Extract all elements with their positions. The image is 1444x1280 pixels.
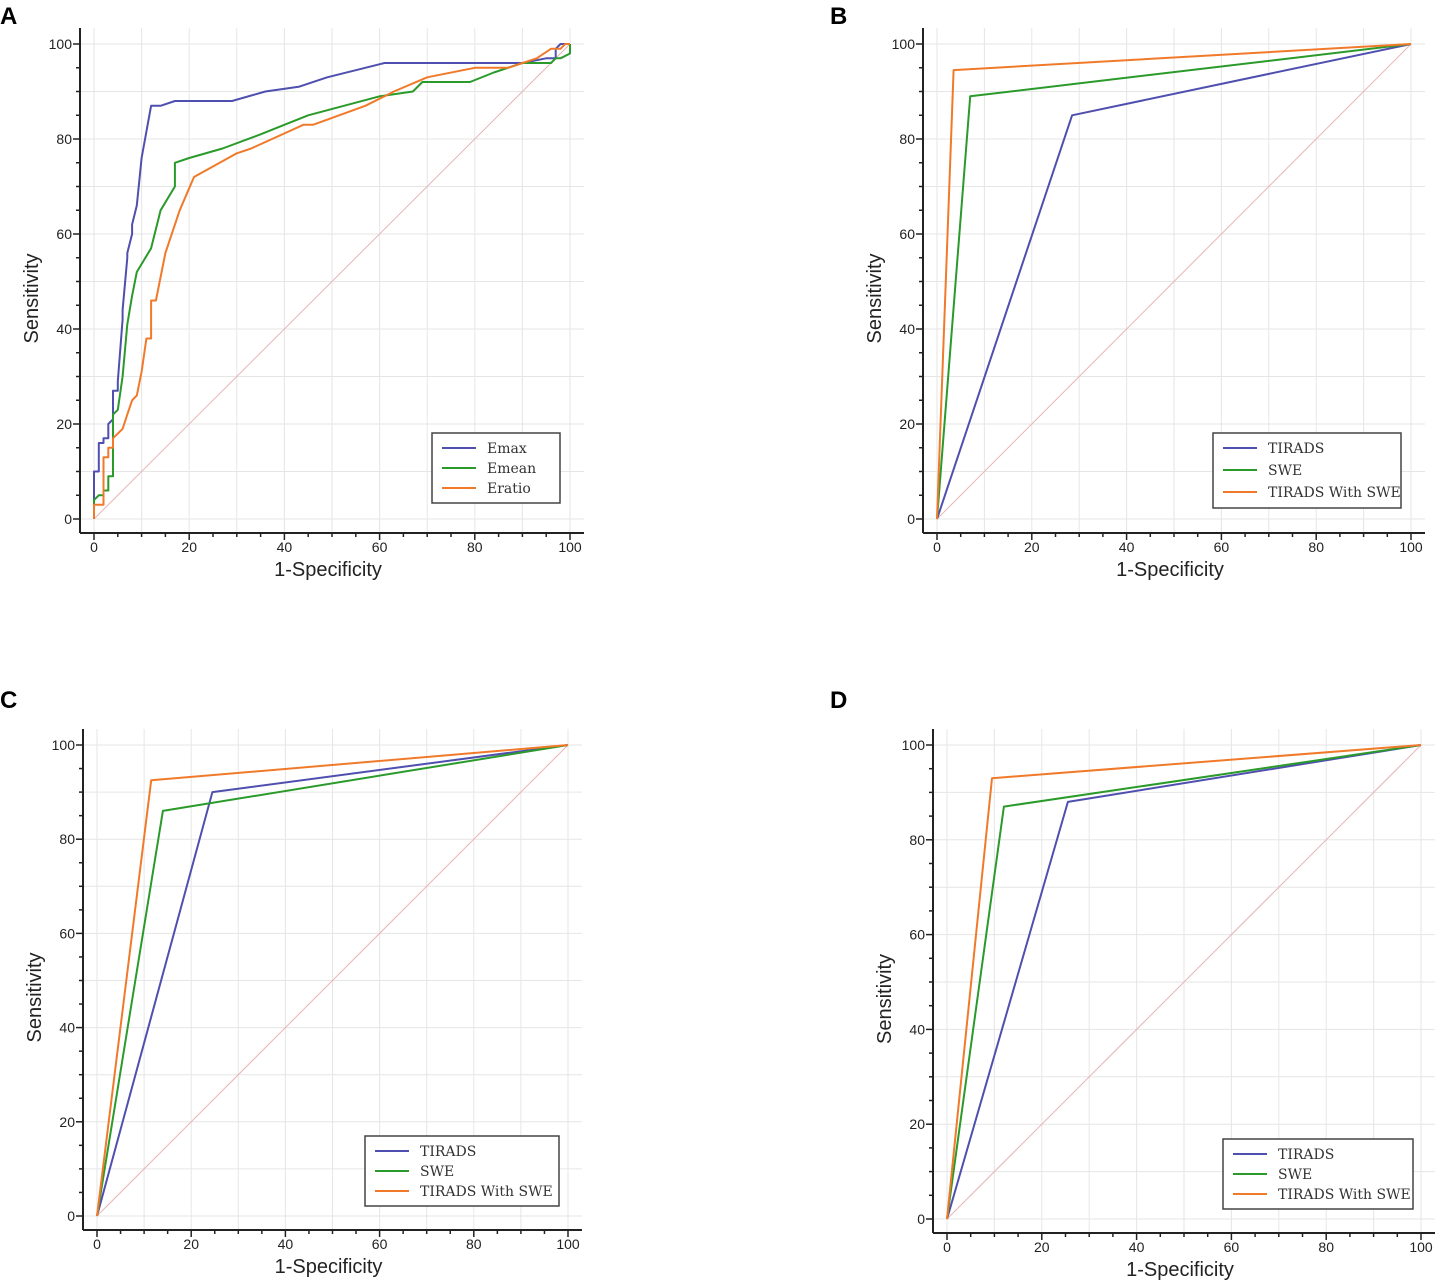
legend-label: Emax — [487, 441, 527, 457]
legend: TIRADS SWE TIRADS With SWE — [364, 1135, 560, 1207]
x-tick-label: 0 — [93, 1236, 101, 1252]
x-tick-label: 100 — [1409, 1239, 1433, 1255]
roc-panel-a: A 0 20 40 60 80 100 0 20 40 60 80 100 1-Specificity Se… — [0, 3, 584, 581]
roc-panel-d: D 0 20 40 60 80 100 0 20 40 60 80 100 1-Specificity Se… — [830, 687, 1435, 1280]
x-tick-label: 100 — [1399, 539, 1423, 555]
panel-label: C — [0, 687, 17, 714]
x-tick-label: 80 — [466, 1236, 482, 1252]
y-tick-label: 20 — [899, 416, 915, 432]
x-tick-label: 80 — [1308, 539, 1324, 555]
roc-curve-swe — [946, 744, 1422, 1220]
y-tick-label: 80 — [59, 831, 75, 847]
x-axis-title: 1-Specificity — [1116, 559, 1224, 581]
y-axis-title: Sensitivity — [864, 253, 886, 343]
reference-diagonal — [93, 43, 571, 520]
reference-diagonal — [936, 43, 1412, 520]
y-tick-label: 20 — [59, 1114, 75, 1130]
legend: TIRADS SWE TIRADS With SWE — [1222, 1138, 1414, 1210]
legend-label: TIRADS With SWE — [1278, 1187, 1411, 1203]
y-tick-label: 20 — [909, 1116, 925, 1132]
y-axis-title: Sensitivity — [24, 952, 46, 1042]
y-tick-label: 80 — [56, 131, 72, 147]
y-tick-label: 100 — [902, 737, 926, 753]
y-tick-label: 100 — [52, 737, 76, 753]
x-tick-label: 60 — [372, 539, 388, 555]
x-axis-title: 1-Specificity — [1126, 1259, 1234, 1280]
roc-curve-swe — [936, 43, 1412, 520]
roc-curve-tirads — [96, 744, 569, 1217]
x-tick-label: 20 — [181, 539, 197, 555]
y-tick-label: 100 — [49, 36, 73, 52]
reference-diagonal — [96, 744, 569, 1217]
y-tick-label: 20 — [56, 416, 72, 432]
legend-label: TIRADS With SWE — [420, 1184, 553, 1200]
x-tick-label: 20 — [1034, 1239, 1050, 1255]
legend-label: Eratio — [487, 481, 531, 497]
y-tick-label: 60 — [56, 226, 72, 242]
reference-diagonal — [946, 744, 1422, 1220]
y-tick-label: 100 — [892, 36, 916, 52]
roc-curve-tirads-with-swe — [946, 744, 1422, 1220]
y-tick-label: 0 — [67, 1208, 75, 1224]
x-axis-title: 1-Specificity — [275, 1256, 383, 1278]
y-tick-label: 60 — [909, 927, 925, 943]
panel-label: B — [830, 3, 847, 30]
legend: TIRADS SWE TIRADS With SWE — [1212, 432, 1402, 509]
y-tick-label: 0 — [64, 511, 72, 527]
legend: Emax Emean Eratio — [431, 432, 561, 504]
x-tick-label: 40 — [1119, 539, 1135, 555]
x-tick-label: 100 — [556, 1236, 580, 1252]
x-tick-label: 60 — [372, 1236, 388, 1252]
panel-label: A — [0, 3, 17, 30]
x-tick-label: 0 — [933, 539, 941, 555]
x-tick-label: 60 — [1214, 539, 1230, 555]
y-tick-label: 40 — [59, 1020, 75, 1036]
panel-label: D — [830, 687, 847, 714]
roc-curve-tirads — [936, 43, 1412, 520]
legend-label: TIRADS — [420, 1144, 476, 1160]
roc-curve-swe — [96, 744, 569, 1217]
x-tick-label: 40 — [1129, 1239, 1145, 1255]
legend-label: SWE — [1278, 1167, 1312, 1183]
y-tick-label: 60 — [59, 925, 75, 941]
roc-curve-tirads — [946, 744, 1422, 1220]
y-tick-label: 40 — [899, 321, 915, 337]
roc-curve-tirads-with-swe — [96, 744, 569, 1217]
x-axis-title: 1-Specificity — [274, 559, 382, 581]
y-axis-title: Sensitivity — [21, 253, 43, 343]
y-tick-label: 60 — [899, 226, 915, 242]
x-tick-label: 20 — [1024, 539, 1040, 555]
y-tick-label: 40 — [909, 1021, 925, 1037]
roc-curve-tirads-with-swe — [936, 43, 1412, 520]
legend-label: TIRADS — [1268, 441, 1324, 457]
x-tick-label: 100 — [558, 539, 582, 555]
x-tick-label: 0 — [943, 1239, 951, 1255]
legend-label: SWE — [420, 1164, 454, 1180]
y-tick-label: 0 — [917, 1211, 925, 1227]
legend-label: SWE — [1268, 463, 1302, 479]
y-tick-label: 80 — [909, 832, 925, 848]
x-tick-label: 80 — [467, 539, 483, 555]
y-tick-label: 0 — [907, 511, 915, 527]
x-tick-label: 0 — [90, 539, 98, 555]
y-tick-label: 40 — [56, 321, 72, 337]
x-tick-label: 40 — [278, 1236, 294, 1252]
y-tick-label: 80 — [899, 131, 915, 147]
x-tick-label: 40 — [277, 539, 293, 555]
x-tick-label: 20 — [183, 1236, 199, 1252]
roc-curve-emax — [93, 43, 570, 519]
legend-label: TIRADS — [1278, 1147, 1334, 1163]
roc-panel-b: B 0 20 40 60 80 100 0 20 40 60 80 100 1-Specificity Se… — [830, 3, 1425, 581]
legend-label: TIRADS With SWE — [1268, 485, 1401, 501]
y-axis-title: Sensitivity — [874, 954, 896, 1044]
x-tick-label: 80 — [1318, 1239, 1334, 1255]
x-tick-label: 60 — [1224, 1239, 1240, 1255]
roc-curve-eratio — [93, 43, 570, 519]
roc-panel-c: C 0 20 40 60 80 100 0 20 40 60 80 100 1-Specificity Se… — [0, 687, 582, 1278]
legend-label: Emean — [487, 461, 536, 477]
